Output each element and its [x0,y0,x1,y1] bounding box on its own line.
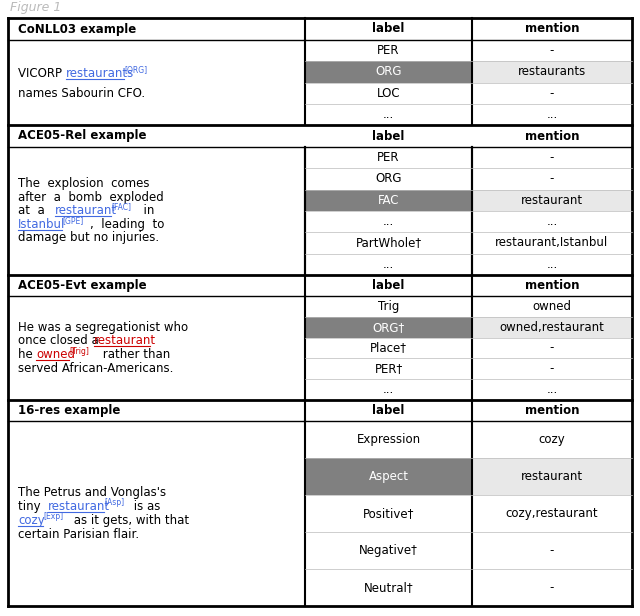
Text: [ORG]: [ORG] [124,65,147,74]
Text: ORG: ORG [375,172,402,185]
Text: label: label [372,129,404,142]
Text: owned: owned [532,300,572,313]
Text: once closed a: once closed a [18,334,102,347]
Text: [GPE]: [GPE] [62,216,83,225]
Text: ...: ... [383,258,394,271]
Text: mention: mention [525,279,579,292]
Text: He was a segregationist who: He was a segregationist who [18,320,188,333]
Text: PER: PER [377,151,400,164]
Text: restaurant: restaurant [521,470,583,483]
Text: ...: ... [547,215,557,228]
Text: -: - [550,172,554,185]
Text: owned,restaurant: owned,restaurant [500,321,604,334]
Text: LOC: LOC [377,87,400,100]
Text: as it gets, with that: as it gets, with that [70,514,189,527]
Text: he: he [18,349,36,362]
Text: Istanbul: Istanbul [18,218,65,231]
Text: cozy: cozy [539,433,565,446]
Text: tiny: tiny [18,500,44,513]
Text: VICORP: VICORP [18,67,70,80]
Text: [FAC]: [FAC] [111,203,131,211]
Bar [472,190,632,211]
Text: label: label [372,279,404,292]
Text: restaurant: restaurant [48,500,110,513]
Text: ...: ... [383,383,394,396]
Text: Neutral†: Neutral† [364,581,413,594]
Text: ...: ... [547,383,557,396]
Text: ACE05-Evt example: ACE05-Evt example [18,279,147,292]
Text: cozy: cozy [18,514,45,527]
Bar [472,61,632,83]
Text: ,  leading  to: , leading to [90,218,164,231]
Text: at  a: at a [18,205,52,217]
Text: The  explosion  comes: The explosion comes [18,177,150,190]
Text: -: - [550,44,554,57]
Text: mention: mention [525,23,579,36]
Text: [Asp]: [Asp] [104,498,124,507]
Text: CoNLL03 example: CoNLL03 example [18,23,136,36]
Text: owned: owned [36,349,75,362]
Text: restaurant: restaurant [94,334,156,347]
Text: -: - [550,581,554,594]
Text: restaurant: restaurant [521,194,583,207]
Text: certain Parisian flair.: certain Parisian flair. [18,528,139,541]
Text: The Petrus and Vonglas's: The Petrus and Vonglas's [18,486,166,499]
Bar [472,317,632,338]
Text: restaurants: restaurants [518,65,586,78]
Text: PartWhole†: PartWhole† [355,237,422,249]
Text: names Sabourin CFO.: names Sabourin CFO. [18,87,145,100]
Text: FAC: FAC [378,194,399,207]
Text: cozy,restaurant: cozy,restaurant [506,507,598,520]
Bar [305,61,472,83]
Bar [305,458,472,495]
Text: restaurants: restaurants [66,67,134,80]
Text: ...: ... [547,258,557,271]
Text: Figure 1: Figure 1 [10,1,61,15]
Bar [472,458,632,495]
Text: [Trig]: [Trig] [69,346,89,355]
Text: restaurant: restaurant [55,205,117,217]
Text: 16-res example: 16-res example [18,404,120,417]
Text: -: - [550,87,554,100]
Text: Place†: Place† [370,341,407,354]
Text: ORG: ORG [375,65,402,78]
Text: PER: PER [377,44,400,57]
Text: served African-Americans.: served African-Americans. [18,362,173,376]
Text: PER†: PER† [374,362,403,375]
Text: Expression: Expression [356,433,420,446]
Text: Trig: Trig [378,300,399,313]
Text: [Exp]: [Exp] [43,512,63,521]
Text: mention: mention [525,404,579,417]
Text: label: label [372,23,404,36]
Text: restaurant,Istanbul: restaurant,Istanbul [495,237,609,249]
Text: ACE05-Rel example: ACE05-Rel example [18,129,147,142]
Text: Negative†: Negative† [359,544,418,557]
Text: ...: ... [383,108,394,121]
Bar [305,190,472,211]
Text: -: - [550,151,554,164]
Text: mention: mention [525,129,579,142]
Text: damage but no injuries.: damage but no injuries. [18,232,159,245]
Text: -: - [550,341,554,354]
Text: rather than: rather than [99,349,170,362]
Text: label: label [372,404,404,417]
Text: is as: is as [130,500,161,513]
Text: in: in [136,205,154,217]
Text: Positive†: Positive† [363,507,414,520]
Text: ...: ... [383,215,394,228]
Text: -: - [550,544,554,557]
Text: after  a  bomb  exploded: after a bomb exploded [18,191,164,204]
Text: -: - [550,362,554,375]
Text: Aspect: Aspect [369,470,408,483]
Text: ...: ... [547,108,557,121]
Bar [305,317,472,338]
Text: ORG†: ORG† [372,321,404,334]
